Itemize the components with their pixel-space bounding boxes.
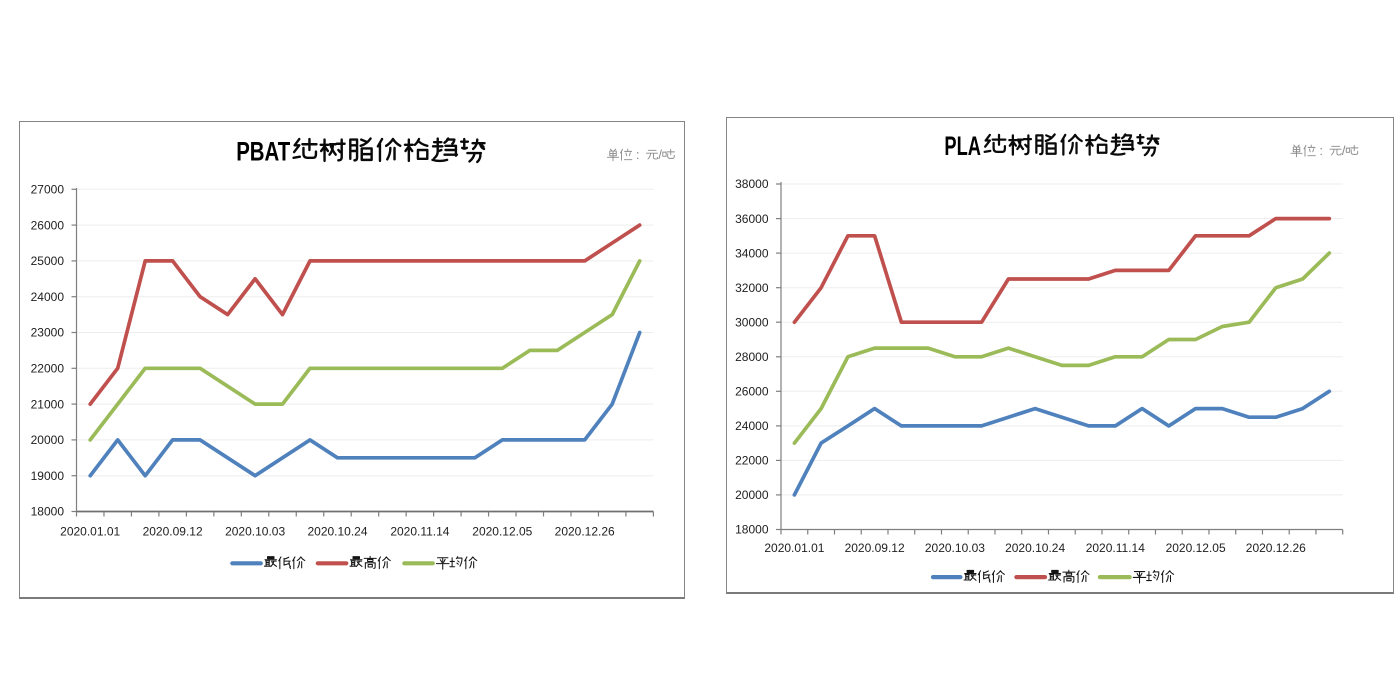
svg-text:2020.11.14: 2020.11.14 xyxy=(390,525,449,539)
svg-text:2020.12.26: 2020.12.26 xyxy=(1246,541,1306,555)
svg-text:PLA: PLA xyxy=(944,131,981,161)
svg-text:20000: 20000 xyxy=(735,488,769,502)
svg-text:38000: 38000 xyxy=(735,177,769,191)
svg-text:/: / xyxy=(658,147,662,162)
svg-text:32000: 32000 xyxy=(735,281,769,295)
svg-text:21000: 21000 xyxy=(31,397,65,411)
svg-text:18000: 18000 xyxy=(31,505,65,519)
svg-text:2020.10.24: 2020.10.24 xyxy=(307,525,367,539)
svg-text::: : xyxy=(636,147,640,162)
svg-text:26000: 26000 xyxy=(31,218,65,232)
svg-text:2020.10.24: 2020.10.24 xyxy=(1005,541,1065,555)
svg-text:/: / xyxy=(1342,143,1346,158)
svg-text:20000: 20000 xyxy=(31,433,65,447)
svg-text:2020.10.03: 2020.10.03 xyxy=(225,525,285,539)
svg-text:34000: 34000 xyxy=(735,246,769,260)
svg-text:23000: 23000 xyxy=(31,326,65,340)
svg-text:36000: 36000 xyxy=(735,212,769,226)
svg-text:25000: 25000 xyxy=(31,254,65,268)
svg-text:24000: 24000 xyxy=(735,419,769,433)
svg-text:27000: 27000 xyxy=(31,183,65,197)
svg-text:2020.12.26: 2020.12.26 xyxy=(555,525,615,539)
svg-text:19000: 19000 xyxy=(31,469,65,483)
svg-text:2020.09.12: 2020.09.12 xyxy=(845,541,905,555)
svg-text:28000: 28000 xyxy=(735,350,769,364)
svg-text:2020.10.03: 2020.10.03 xyxy=(925,541,985,555)
svg-text:2020.01.01: 2020.01.01 xyxy=(60,525,120,539)
svg-text:18000: 18000 xyxy=(735,523,769,537)
svg-text:2020.12.05: 2020.12.05 xyxy=(472,525,532,539)
svg-text:26000: 26000 xyxy=(735,385,769,399)
svg-text:30000: 30000 xyxy=(735,315,769,329)
svg-text:2020.09.12: 2020.09.12 xyxy=(143,525,203,539)
svg-text:22000: 22000 xyxy=(31,362,65,376)
svg-text:2020.11.14: 2020.11.14 xyxy=(1086,541,1145,555)
svg-text:2020.01.01: 2020.01.01 xyxy=(764,541,824,555)
svg-text:PBAT: PBAT xyxy=(236,137,290,167)
svg-text::: : xyxy=(1319,143,1323,158)
svg-text:2020.12.05: 2020.12.05 xyxy=(1166,541,1226,555)
svg-text:22000: 22000 xyxy=(735,454,769,468)
svg-text:24000: 24000 xyxy=(31,290,65,304)
